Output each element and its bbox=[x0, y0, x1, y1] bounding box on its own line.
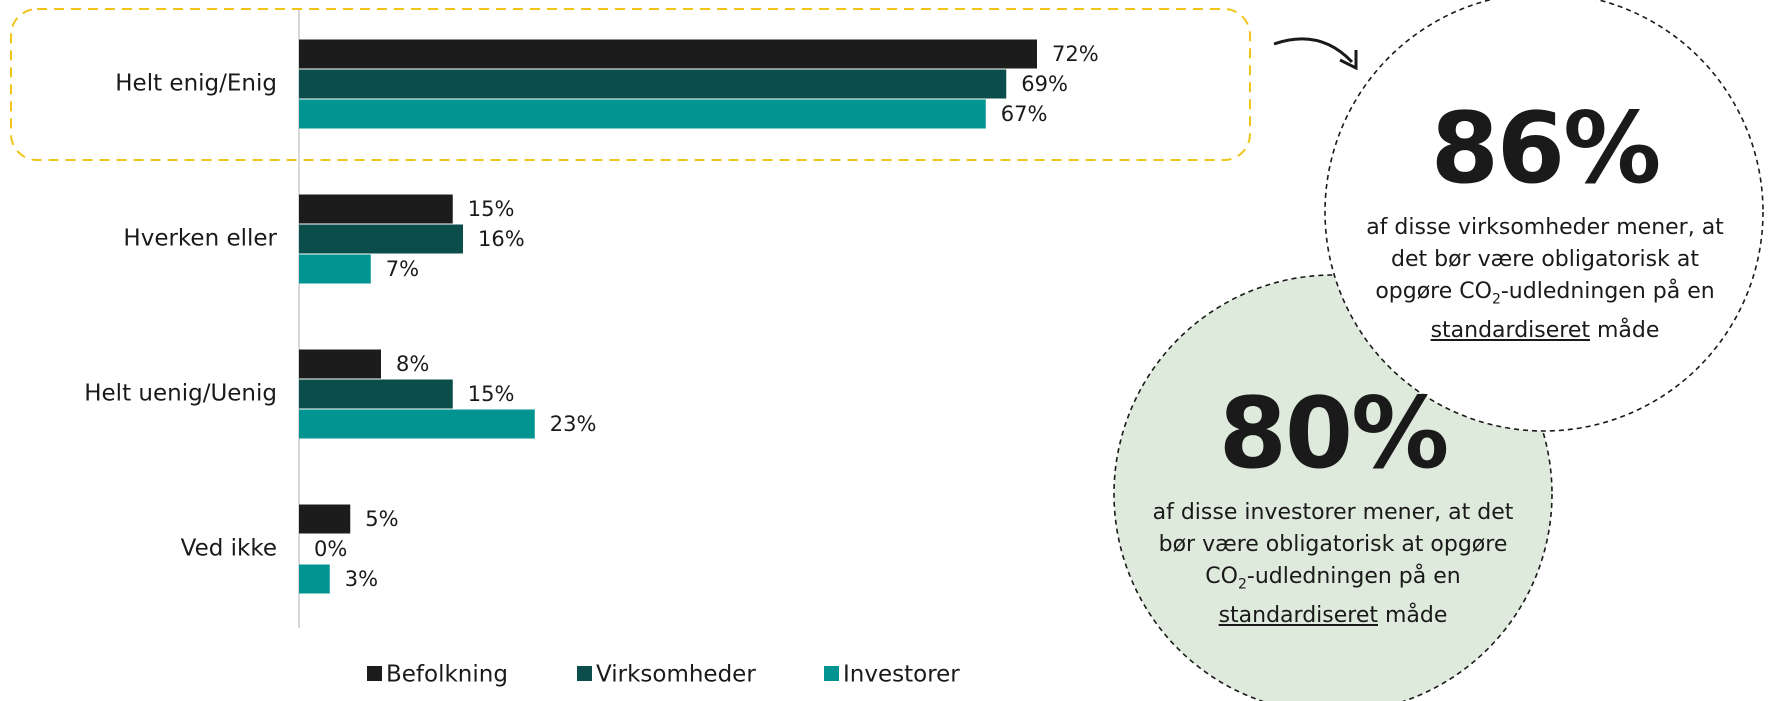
callout-value: 86% bbox=[1430, 92, 1662, 206]
callout-text: af disse investorer mener, at det bør væ… bbox=[1152, 500, 1514, 629]
value-label: 67% bbox=[1001, 102, 1048, 126]
bar bbox=[299, 564, 330, 594]
value-label: 8% bbox=[396, 352, 429, 376]
legend-label: Investorer bbox=[843, 662, 960, 688]
callout-circle bbox=[1324, 0, 1764, 432]
callout: 80% af disse investorer mener, at det bø… bbox=[1143, 385, 1523, 632]
value-label: 15% bbox=[468, 382, 515, 406]
bar bbox=[299, 39, 1037, 69]
value-label: 69% bbox=[1021, 72, 1068, 96]
bar bbox=[299, 504, 351, 534]
value-label: 23% bbox=[550, 412, 597, 436]
value-label: 16% bbox=[478, 227, 525, 251]
legend-swatch bbox=[367, 666, 382, 681]
category-label: Hverken eller bbox=[123, 226, 277, 252]
category-label: Ved ikke bbox=[181, 536, 277, 562]
arrow-head bbox=[1339, 50, 1358, 71]
callout: 86% af disse virksomheder mener, at det … bbox=[1365, 100, 1725, 347]
value-label: 72% bbox=[1052, 42, 1099, 66]
value-label: 0% bbox=[314, 537, 347, 561]
value-label: 5% bbox=[365, 507, 398, 531]
bar bbox=[299, 349, 381, 379]
callout-text: af disse virksomheder mener, at det bør … bbox=[1366, 215, 1724, 344]
bar bbox=[299, 224, 463, 254]
highlight-box bbox=[10, 8, 1251, 161]
bar bbox=[299, 69, 1007, 99]
legend-swatch bbox=[577, 666, 592, 681]
bar bbox=[299, 379, 453, 409]
bar bbox=[299, 409, 535, 439]
value-label: 15% bbox=[468, 197, 515, 221]
category-label: Helt enig/Enig bbox=[115, 71, 277, 97]
legend-label: Befolkning bbox=[386, 662, 508, 688]
arrow bbox=[1273, 37, 1354, 64]
value-label: 7% bbox=[386, 257, 419, 281]
legend-label: Virksomheder bbox=[596, 662, 756, 688]
bar bbox=[299, 254, 371, 284]
callout-value: 80% bbox=[1218, 377, 1450, 491]
bar bbox=[299, 194, 453, 224]
category-label: Helt uenig/Uenig bbox=[84, 381, 277, 407]
bar bbox=[299, 99, 986, 129]
legend-swatch bbox=[824, 666, 839, 681]
value-label: 3% bbox=[345, 567, 378, 591]
